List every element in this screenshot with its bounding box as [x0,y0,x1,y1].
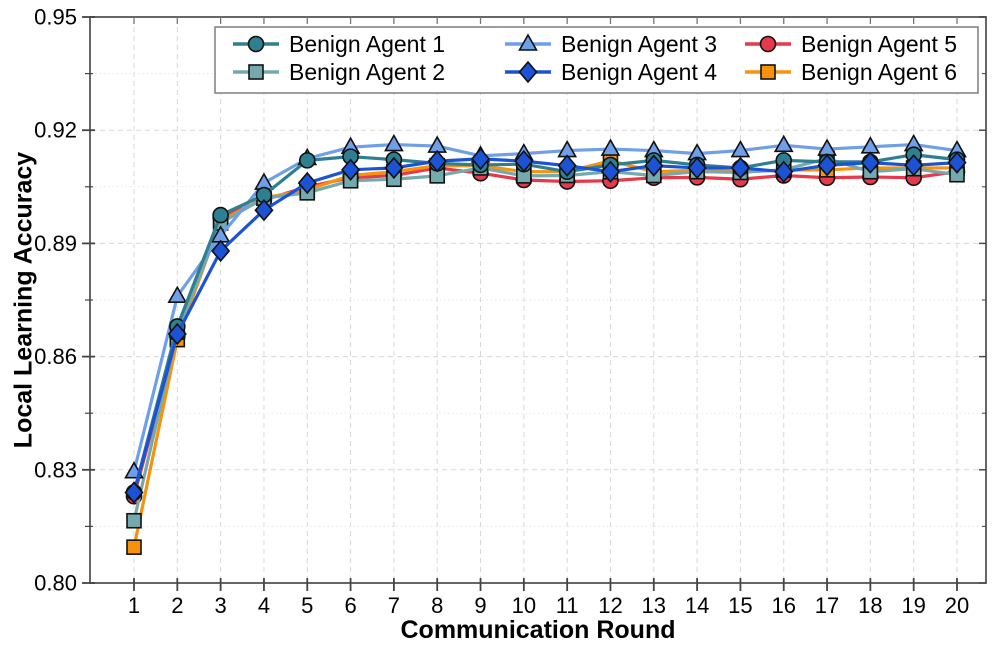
legend-item-benign-agent-1: Benign Agent 1 [233,31,445,57]
marker-circle [759,35,777,53]
marker-triangle [254,172,274,190]
legend-item-benign-agent-2: Benign Agent 2 [233,59,445,85]
marker-diamond [947,151,967,174]
marker-triangle [384,133,404,152]
legend-label: Benign Agent 1 [289,31,445,57]
x-tick-label: 18 [858,593,882,618]
marker-circle [298,152,316,169]
x-axis-title: Communication Round [400,616,676,644]
series-benign-agent-1 [125,146,966,501]
marker-diamond [904,154,924,177]
x-tick-label: 15 [728,593,752,618]
y-tick-label: 0.89 [34,231,77,256]
marker-diamond [514,149,534,173]
marker-square [248,64,264,80]
legend-label: Benign Agent 2 [289,59,445,85]
x-tick-label: 13 [642,593,666,618]
series-benign-agent-2 [126,150,965,529]
marker-diamond [124,481,144,504]
marker-diamond [600,160,621,183]
marker-diamond [211,239,231,263]
x-tick-label: 10 [512,593,536,618]
x-tick-label: 4 [258,593,270,618]
marker-circle [212,206,229,224]
marker-diamond [167,322,187,346]
y-tick-label: 0.86 [34,344,77,369]
y-axis-title: Local Learning Accuracy [9,151,38,449]
legend-label: Benign Agent 4 [561,59,717,85]
series-benign-agent-6 [126,152,965,555]
legend-item-benign-agent-6: Benign Agent 6 [745,59,957,85]
legend-label: Benign Agent 3 [561,31,717,57]
marker-diamond [518,60,538,84]
marker-triangle [167,285,188,304]
series-line-benign-agent-6 [132,159,959,549]
x-tick-label: 1 [128,593,140,618]
marker-square [126,512,142,529]
marker-diamond [860,151,880,174]
x-tick-label: 12 [598,593,622,618]
x-tick-label: 17 [815,593,839,618]
x-tick-label: 7 [388,593,400,618]
marker-triangle [518,33,538,51]
marker-triangle [600,138,621,156]
y-tick-label: 0.83 [34,457,77,482]
marker-diamond [774,160,794,183]
series-benign-agent-4 [124,147,967,504]
x-tick-label: 2 [171,593,183,618]
marker-diamond [644,154,664,177]
x-tick-label: 11 [556,593,579,618]
marker-square [760,64,776,80]
x-tick-label: 16 [771,593,795,618]
marker-triangle [773,134,794,153]
y-tick-label: 0.92 [34,118,77,143]
marker-diamond [817,154,837,177]
marker-diamond [687,156,707,180]
series-line-benign-agent-3 [132,142,959,474]
marker-triangle [730,139,751,158]
x-tick-label: 6 [344,593,356,618]
x-tick-label: 14 [685,593,709,618]
marker-square [126,539,142,555]
marker-diamond [384,156,404,180]
axis-ticks: 0.800.830.860.890.920.951 2 3 4 5 6 7 8 9 10 11 12 1… [34,5,986,618]
legend-item-benign-agent-3: Benign Agent 3 [505,31,717,57]
legend-item-benign-agent-5: Benign Agent 5 [745,31,957,57]
marker-diamond [730,156,750,180]
marker-diamond [254,198,274,222]
legend-label: Benign Agent 5 [801,31,957,57]
x-tick-label: 5 [301,593,313,618]
series-benign-agent-5 [125,159,966,505]
x-tick-label: 20 [945,593,969,618]
marker-circle [247,35,265,53]
marker-diamond [470,147,491,171]
gridlines [91,18,985,582]
y-tick-label: 0.80 [34,571,77,596]
legend-label: Benign Agent 6 [801,59,957,85]
marker-diamond [297,171,317,195]
legend-box [214,26,979,94]
marker-diamond [427,149,447,173]
y-tick-label: 0.95 [34,5,77,30]
marker-diamond [341,158,361,182]
x-tick-label: 3 [215,593,227,618]
marker-diamond [557,154,577,177]
x-tick-label: 9 [474,593,486,618]
x-tick-label: 8 [431,593,443,618]
legend-item-benign-agent-4: Benign Agent 4 [505,59,717,85]
x-tick-label: 19 [901,593,925,618]
